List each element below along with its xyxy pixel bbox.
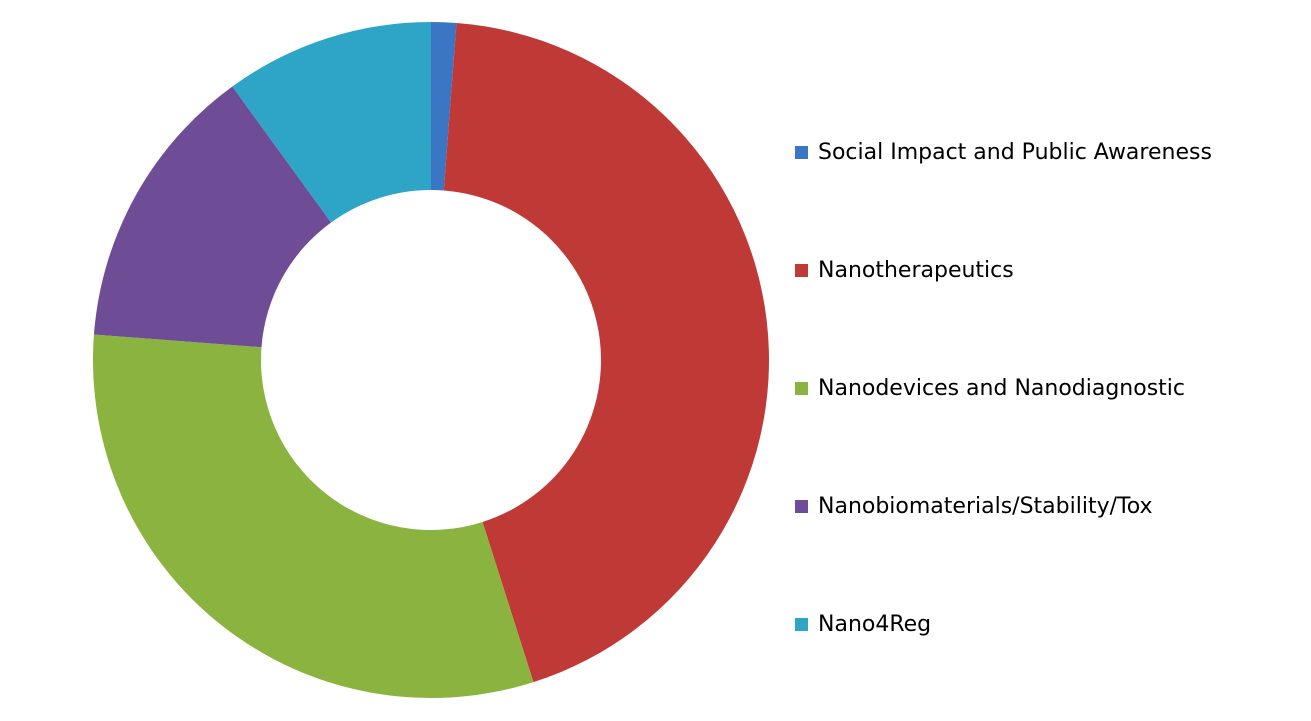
legend-label: Nanobiomaterials/Stability/Tox — [818, 494, 1153, 519]
legend-swatch — [795, 382, 808, 395]
donut-segment — [431, 22, 457, 191]
legend-label: Nano4Reg — [818, 612, 931, 637]
legend-swatch — [795, 146, 808, 159]
legend-swatch — [795, 264, 808, 277]
donut-segment — [93, 86, 332, 348]
legend-label: Social Impact and Public Awareness — [818, 140, 1212, 165]
legend-swatch — [795, 500, 808, 513]
legend-swatch — [795, 618, 808, 631]
donut-segment — [93, 334, 534, 698]
legend-label: Nanotherapeutics — [818, 258, 1014, 283]
donut-segment — [443, 22, 769, 683]
donut-segment — [232, 22, 431, 223]
legend-label: Nanodevices and Nanodiagnostic — [818, 376, 1185, 401]
